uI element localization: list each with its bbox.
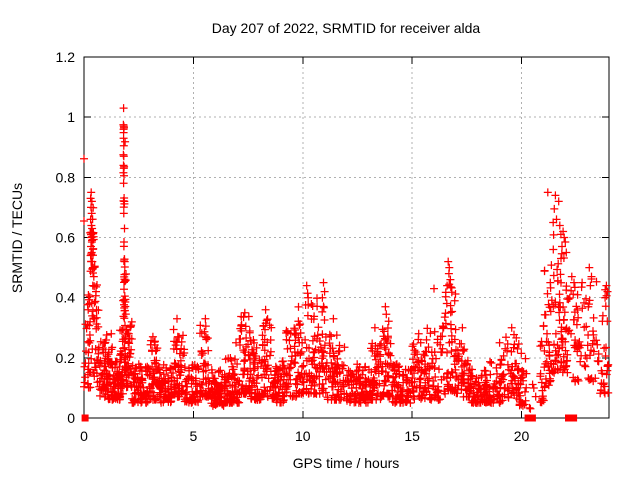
data-points: [80, 104, 613, 422]
y-tick-label: 1: [67, 109, 75, 125]
grid-lines: [84, 57, 609, 418]
y-tick-label: 0: [67, 410, 75, 426]
y-tick-label: 0.2: [56, 350, 76, 366]
chart-title: Day 207 of 2022, SRMTID for receiver ald…: [212, 20, 481, 36]
x-tick-label: 15: [404, 428, 420, 444]
y-axis-label: SRMTID / TECUs: [9, 183, 25, 293]
y-tick-label: 1.2: [56, 49, 76, 65]
x-tick-label: 0: [80, 428, 88, 444]
tick-labels: 0 5 10 15 20 0 0.2 0.4 0.6 0.8 1 1.2: [56, 49, 530, 444]
y-tick-label: 0.4: [56, 290, 76, 306]
x-tick-label: 20: [514, 428, 530, 444]
y-tick-label: 0.8: [56, 169, 76, 185]
y-tick-label: 0.6: [56, 230, 76, 246]
x-axis-label: GPS time / hours: [293, 455, 400, 471]
x-tick-label: 10: [295, 428, 311, 444]
x-tick-label: 5: [189, 428, 197, 444]
